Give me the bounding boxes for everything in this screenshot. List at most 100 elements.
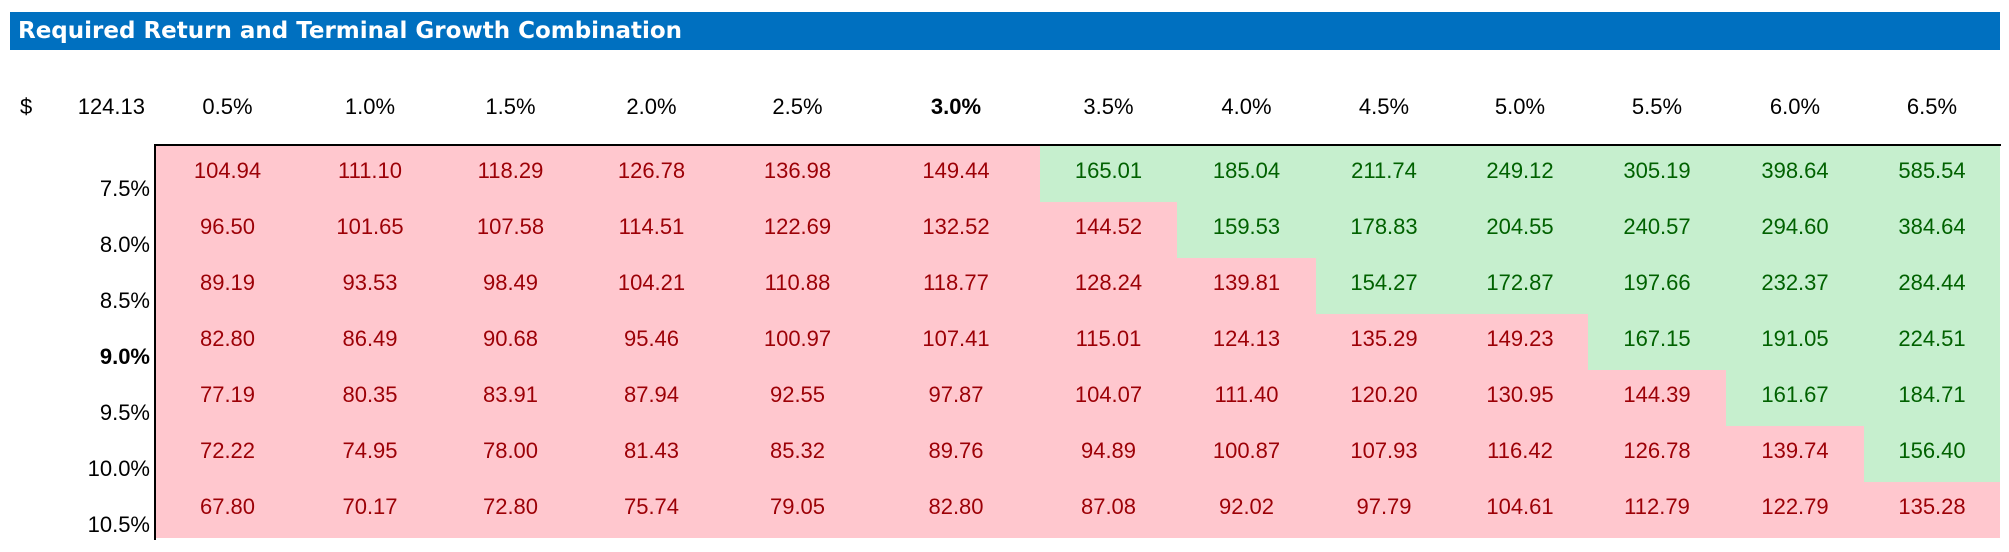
- growth-rate-header: 3.0%: [930, 94, 982, 119]
- value-cell: 126.78: [580, 146, 723, 202]
- value-cell: 94.89: [1040, 426, 1177, 482]
- value-cell: 82.80: [872, 482, 1040, 538]
- value-cell: 92.02: [1177, 482, 1316, 538]
- value-cell: 178.83: [1316, 202, 1452, 258]
- value-cell: 294.60: [1726, 202, 1864, 258]
- value-cell: 98.49: [441, 258, 580, 314]
- value-cell: 89.76: [872, 426, 1040, 482]
- growth-rate-header: 4.5%: [1358, 94, 1410, 119]
- value-cell: 96.50: [156, 202, 299, 258]
- value-cell: 82.80: [156, 314, 299, 370]
- value-cell: 90.68: [441, 314, 580, 370]
- grid-top-border: [156, 144, 2001, 146]
- value-cell: 107.58: [441, 202, 580, 258]
- value-cell: 124.13: [1177, 314, 1316, 370]
- value-cell: 122.69: [723, 202, 872, 258]
- title-bar: Required Return and Terminal Growth Comb…: [10, 12, 2000, 50]
- growth-rate-header: 6.5%: [1906, 94, 1958, 119]
- value-cell: 112.79: [1588, 482, 1726, 538]
- required-return-label: 8.5%: [99, 288, 150, 313]
- value-cell: 128.24: [1040, 258, 1177, 314]
- value-cell: 149.23: [1452, 314, 1588, 370]
- value-cell: 104.21: [580, 258, 723, 314]
- value-cell: 89.19: [156, 258, 299, 314]
- growth-rate-header: 1.0%: [344, 94, 396, 119]
- required-return-label: 7.5%: [99, 176, 150, 201]
- value-cell: 101.65: [299, 202, 441, 258]
- growth-rate-header: 2.0%: [626, 94, 677, 119]
- value-cell: 384.64: [1864, 202, 2000, 258]
- corner-value: 124.13: [77, 94, 145, 119]
- value-cell: 83.91: [441, 370, 580, 426]
- table-title: Required Return and Terminal Growth Comb…: [18, 18, 683, 44]
- value-cell: 132.52: [872, 202, 1040, 258]
- growth-rate-header: 5.5%: [1631, 94, 1683, 119]
- value-cell: 77.19: [156, 370, 299, 426]
- required-return-label: 9.5%: [99, 400, 150, 425]
- value-cell: 197.66: [1588, 258, 1726, 314]
- value-cell: 144.39: [1588, 370, 1726, 426]
- value-cell: 75.74: [580, 482, 723, 538]
- value-cell: 224.51: [1864, 314, 2000, 370]
- value-cell: 104.61: [1452, 482, 1588, 538]
- value-cell: 116.42: [1452, 426, 1588, 482]
- value-cell: 122.79: [1726, 482, 1864, 538]
- value-cell: 130.95: [1452, 370, 1588, 426]
- value-cell: 185.04: [1177, 146, 1316, 202]
- value-cell: 100.87: [1177, 426, 1316, 482]
- value-cell: 165.01: [1040, 146, 1177, 202]
- value-cell: 100.97: [723, 314, 872, 370]
- value-cell: 110.88: [723, 258, 872, 314]
- value-cell: 97.79: [1316, 482, 1452, 538]
- growth-rate-header: 4.0%: [1221, 94, 1272, 119]
- corner-currency: $: [20, 94, 33, 119]
- value-cell: 70.17: [299, 482, 441, 538]
- value-cell: 118.29: [441, 146, 580, 202]
- value-cell: 135.29: [1316, 314, 1452, 370]
- value-cell: 107.41: [872, 314, 1040, 370]
- value-cell: 93.53: [299, 258, 441, 314]
- value-cell: 80.35: [299, 370, 441, 426]
- value-cell: 191.05: [1726, 314, 1864, 370]
- value-cell: 111.10: [299, 146, 441, 202]
- value-cell: 72.22: [156, 426, 299, 482]
- value-cell: 107.93: [1316, 426, 1452, 482]
- value-cell: 144.52: [1040, 202, 1177, 258]
- required-return-label: 10.0%: [87, 456, 150, 481]
- value-cell: 240.57: [1588, 202, 1726, 258]
- value-cell: 97.87: [872, 370, 1040, 426]
- value-cell: 159.53: [1177, 202, 1316, 258]
- value-cell: 118.77: [872, 258, 1040, 314]
- value-cell: 167.15: [1588, 314, 1726, 370]
- value-cell: 139.74: [1726, 426, 1864, 482]
- required-return-label: 10.5%: [87, 512, 150, 537]
- required-return-label: 8.0%: [99, 232, 150, 257]
- value-cell: 184.71: [1864, 370, 2000, 426]
- value-cell: 135.28: [1864, 482, 2000, 538]
- growth-rate-header: 3.5%: [1083, 94, 1134, 119]
- growth-rate-header: 6.0%: [1769, 94, 1821, 119]
- value-cell: 305.19: [1588, 146, 1726, 202]
- value-cell: 114.51: [580, 202, 723, 258]
- value-cell: 126.78: [1588, 426, 1726, 482]
- value-cell: 284.44: [1864, 258, 2000, 314]
- value-cell: 72.80: [441, 482, 580, 538]
- value-cell: 161.67: [1726, 370, 1864, 426]
- value-cell: 204.55: [1452, 202, 1588, 258]
- value-cell: 92.55: [723, 370, 872, 426]
- value-cell: 232.37: [1726, 258, 1864, 314]
- growth-rate-header: 0.5%: [202, 94, 253, 119]
- value-cell: 79.05: [723, 482, 872, 538]
- value-cell: 249.12: [1452, 146, 1588, 202]
- value-cell: 87.94: [580, 370, 723, 426]
- value-cell: 154.27: [1316, 258, 1452, 314]
- value-cell: 81.43: [580, 426, 723, 482]
- value-cell: 136.98: [723, 146, 872, 202]
- value-cell: 120.20: [1316, 370, 1452, 426]
- growth-rate-header: 2.5%: [772, 94, 823, 119]
- value-cell: 86.49: [299, 314, 441, 370]
- grid-left-border: [154, 144, 156, 540]
- value-cell: 115.01: [1040, 314, 1177, 370]
- growth-rate-header: 5.0%: [1494, 94, 1546, 119]
- value-cell: 111.40: [1177, 370, 1316, 426]
